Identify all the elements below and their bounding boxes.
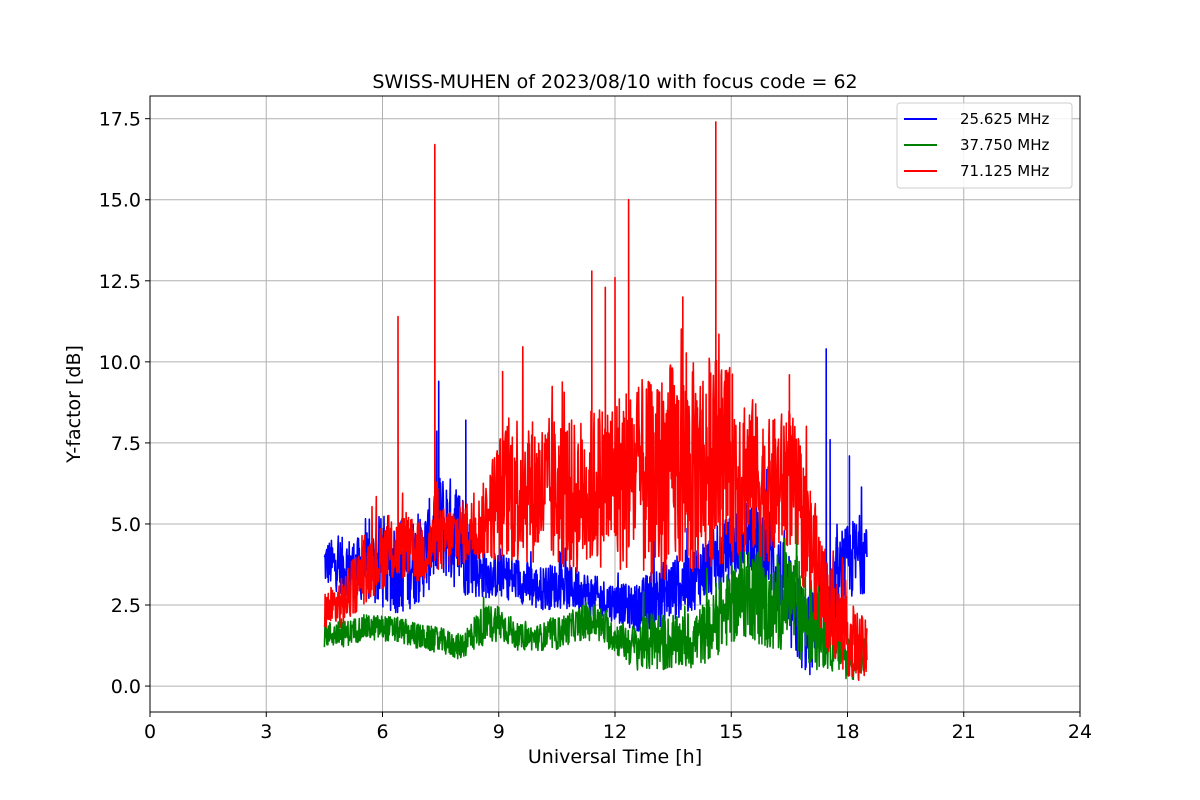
x-tick-label: 18 xyxy=(835,721,859,743)
legend-box xyxy=(896,102,1073,189)
y-axis-ticks: 0.0 2.5 5.0 7.5 10.0 12.5 15.0 17.5 xyxy=(99,109,150,698)
legend: 25.625 MHz 37.750 MHz 71.125 MHz xyxy=(896,102,1073,189)
legend-label: 71.125 MHz xyxy=(960,162,1049,180)
legend-label: 37.750 MHz xyxy=(960,136,1049,154)
y-tick-label: 12.5 xyxy=(99,271,141,293)
x-tick-label: 24 xyxy=(1068,721,1092,743)
y-axis-label: Y-factor [dB] xyxy=(63,345,85,464)
y-tick-label: 7.5 xyxy=(111,433,141,455)
x-axis-ticks: 0 3 6 9 12 15 18 21 24 xyxy=(144,712,1092,743)
x-tick-label: 9 xyxy=(493,721,505,743)
x-tick-label: 15 xyxy=(719,721,743,743)
series-line-37-750-mhz xyxy=(323,512,868,681)
legend-label: 25.625 MHz xyxy=(960,110,1049,128)
x-tick-label: 12 xyxy=(603,721,627,743)
x-axis-label: Universal Time [h] xyxy=(528,746,702,768)
y-tick-label: 2.5 xyxy=(111,595,141,617)
x-tick-label: 0 xyxy=(144,721,156,743)
y-tick-label: 5.0 xyxy=(111,514,141,536)
y-tick-label: 0.0 xyxy=(111,676,141,698)
series-layer xyxy=(323,121,868,681)
x-tick-label: 6 xyxy=(376,721,388,743)
y-tick-label: 15.0 xyxy=(99,190,141,212)
y-tick-label: 10.0 xyxy=(99,352,141,374)
series-line-71-125-mhz xyxy=(323,121,868,681)
x-tick-label: 3 xyxy=(260,721,272,743)
y-tick-label: 17.5 xyxy=(99,109,141,131)
x-tick-label: 21 xyxy=(952,721,976,743)
chart-title: SWISS-MUHEN of 2023/08/10 with focus cod… xyxy=(372,71,857,93)
